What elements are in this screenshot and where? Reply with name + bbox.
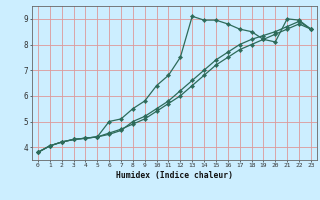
X-axis label: Humidex (Indice chaleur): Humidex (Indice chaleur) xyxy=(116,171,233,180)
